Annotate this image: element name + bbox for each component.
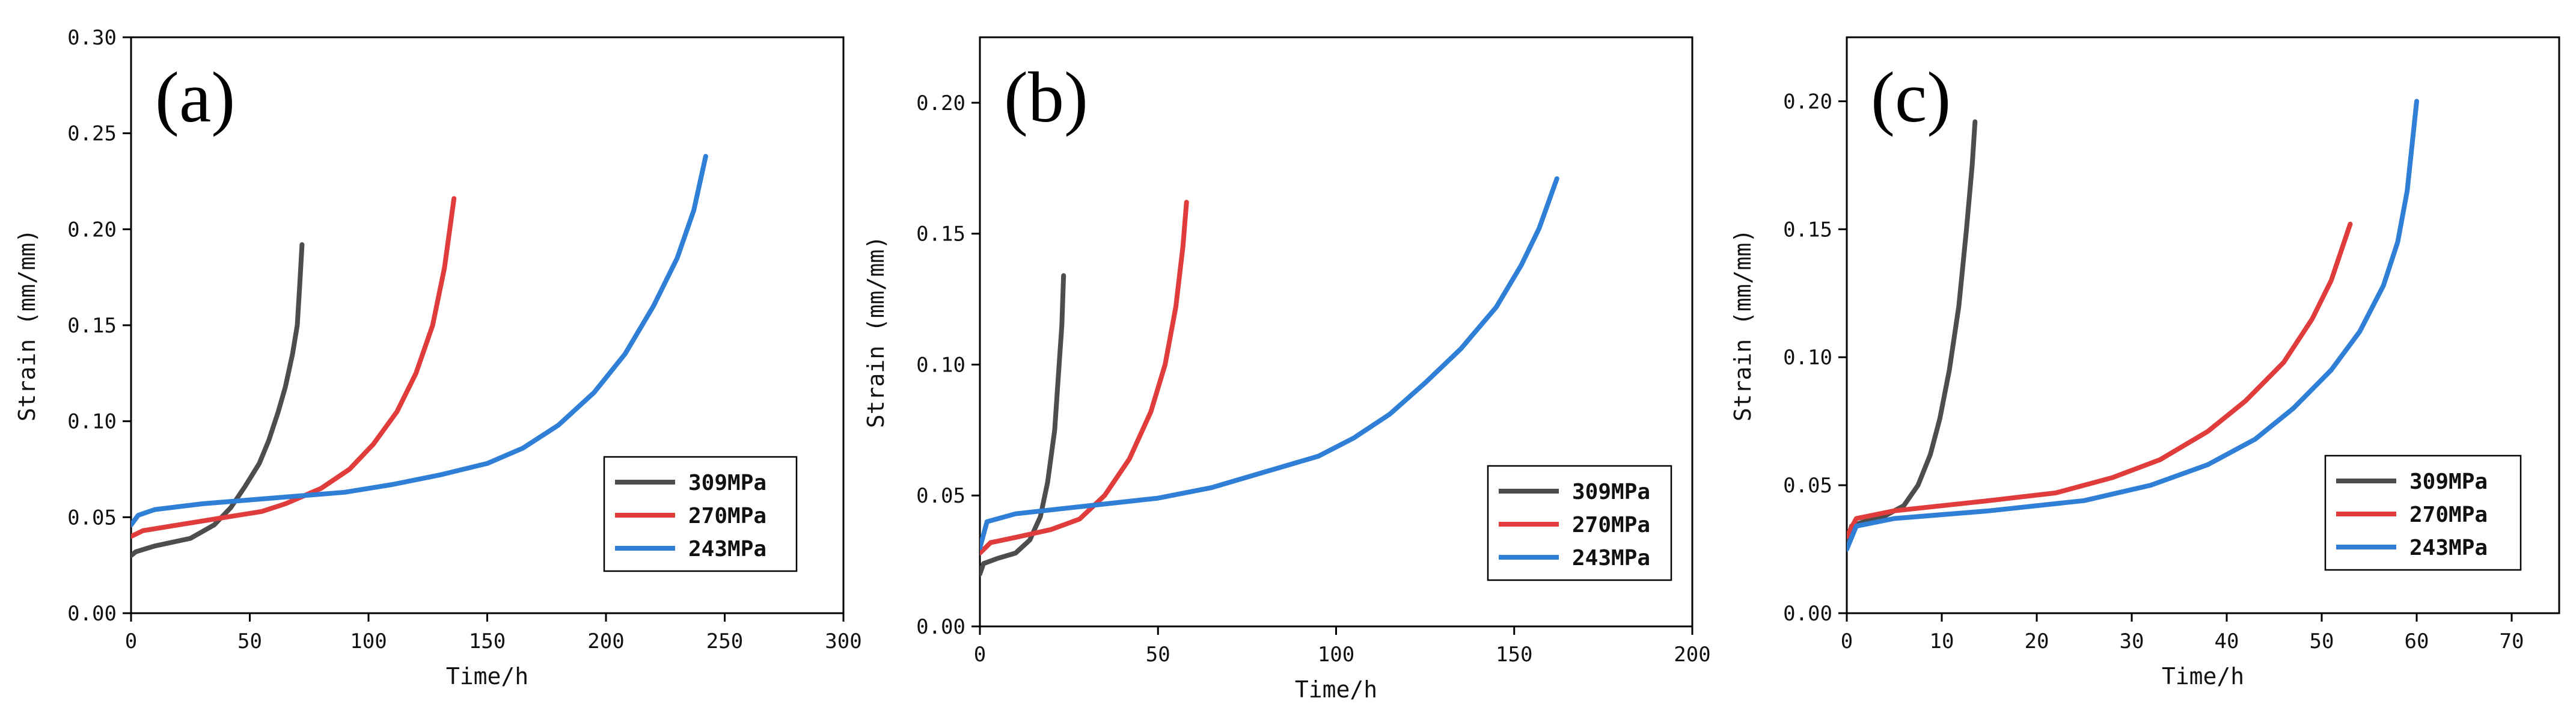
x-tick-label: 250 bbox=[706, 629, 743, 653]
series-line-270mpa bbox=[131, 196, 457, 539]
x-axis-title: Time/h bbox=[2162, 663, 2244, 690]
x-axis-title: Time/h bbox=[1295, 676, 1377, 703]
x-tick-label: 100 bbox=[350, 629, 387, 653]
x-tick-label: 300 bbox=[825, 629, 861, 653]
y-tick-label: 0.10 bbox=[1783, 346, 1832, 370]
x-tick-label: 50 bbox=[237, 629, 262, 653]
x-tick-label: 200 bbox=[1674, 643, 1710, 667]
x-tick-label: 50 bbox=[2310, 629, 2334, 653]
x-tick-label: 40 bbox=[2215, 629, 2239, 653]
legend-label: 309MPa bbox=[2409, 470, 2488, 494]
y-tick-label: 0.20 bbox=[1783, 90, 1832, 114]
x-tick-label: 10 bbox=[1930, 629, 1954, 653]
panel-label: (c) bbox=[1871, 57, 1951, 137]
legend: 309MPa 270MPa 243MPa bbox=[2324, 454, 2522, 571]
x-tick-label: 150 bbox=[469, 629, 506, 653]
y-tick-label: 0.15 bbox=[916, 222, 965, 246]
legend-label: 270MPa bbox=[688, 504, 766, 528]
series-line-243mpa bbox=[1847, 99, 2419, 552]
y-tick-label: 0.00 bbox=[916, 615, 965, 639]
legend-label: 243MPa bbox=[2409, 536, 2488, 560]
y-tick-label: 0.15 bbox=[1783, 218, 1832, 242]
chart-panel-b: 0 50 100 150 200 0.00 0.05 0.10 0.15 0.20 Time/h St… bbox=[863, 36, 1711, 703]
series-line-270mpa bbox=[1847, 221, 2353, 539]
x-axis-title: Time/h bbox=[446, 663, 528, 690]
legend-label: 243MPa bbox=[1572, 546, 1650, 571]
x-tick-label: 0 bbox=[125, 629, 137, 653]
legend-label: 270MPa bbox=[1572, 513, 1650, 537]
chart-panel-a: 0 50 100 150 200 250 300 0.00 0.05 0.10 0.15 0.20 0.… bbox=[14, 26, 862, 690]
y-tick-label: 0.10 bbox=[916, 353, 965, 377]
y-tick-label: 0.30 bbox=[67, 26, 117, 50]
legend-label: 309MPa bbox=[1572, 480, 1650, 504]
series-line-270mpa bbox=[980, 200, 1189, 555]
x-tick-label: 50 bbox=[1146, 643, 1170, 667]
series-line-309mpa bbox=[131, 242, 305, 558]
y-tick-label: 0.25 bbox=[67, 122, 117, 146]
y-tick-label: 0.20 bbox=[67, 218, 117, 242]
y-tick-label: 0.05 bbox=[67, 506, 117, 530]
series-line-309mpa bbox=[1847, 119, 1978, 544]
y-axis-title: Strain (mm/mm) bbox=[1730, 229, 1756, 421]
y-tick-label: 0.10 bbox=[67, 410, 117, 434]
x-tick-label: 30 bbox=[2120, 629, 2144, 653]
series-line-243mpa bbox=[131, 154, 708, 528]
y-axis-title: Strain (mm/mm) bbox=[863, 236, 889, 428]
y-tick-label: 0.00 bbox=[67, 602, 117, 626]
plot-frame bbox=[1846, 36, 2560, 614]
panel-label: (b) bbox=[1004, 57, 1088, 137]
x-tick-label: 20 bbox=[2025, 629, 2049, 653]
legend-label: 270MPa bbox=[2409, 503, 2488, 527]
y-tick-label: 0.05 bbox=[1783, 474, 1832, 498]
y-axis-title: Strain (mm/mm) bbox=[14, 229, 40, 421]
x-tick-label: 60 bbox=[2405, 629, 2429, 653]
legend-label: 243MPa bbox=[688, 537, 766, 561]
chart-panel-c: 0 10 20 30 40 50 60 70 0.00 0.05 0.10 0.15 0.20 Time/… bbox=[1730, 36, 2560, 690]
legend: 309MPa 270MPa 243MPa bbox=[603, 456, 798, 572]
legend: 309MPa 270MPa 243MPa bbox=[1487, 465, 1672, 581]
x-tick-label: 0 bbox=[974, 643, 986, 667]
x-tick-label: 70 bbox=[2500, 629, 2524, 653]
y-tick-label: 0.05 bbox=[916, 484, 965, 508]
y-tick-label: 0.20 bbox=[916, 91, 965, 115]
x-tick-label: 200 bbox=[587, 629, 624, 653]
x-tick-label: 0 bbox=[1841, 629, 1853, 653]
x-tick-label: 150 bbox=[1496, 643, 1532, 667]
y-tick-label: 0.15 bbox=[67, 314, 117, 338]
y-tick-label: 0.00 bbox=[1783, 602, 1832, 626]
legend-label: 309MPa bbox=[688, 471, 766, 495]
series-line-243mpa bbox=[980, 176, 1559, 551]
series-line-309mpa bbox=[980, 273, 1066, 577]
x-tick-label: 100 bbox=[1318, 643, 1354, 667]
panel-label: (a) bbox=[155, 57, 235, 137]
